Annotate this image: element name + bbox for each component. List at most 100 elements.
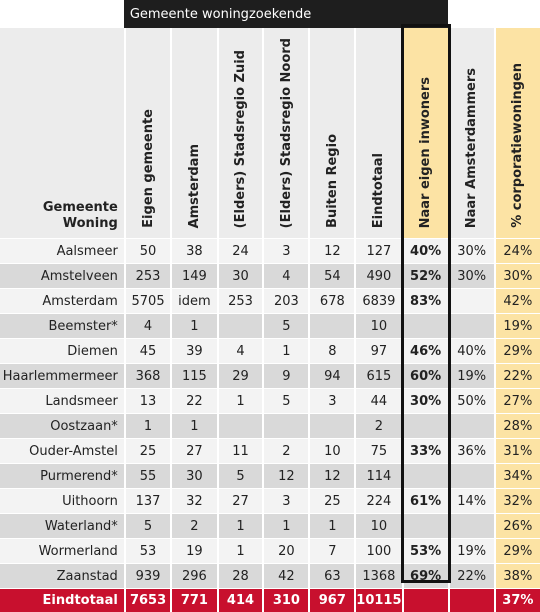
table-cell: 5 bbox=[216, 463, 263, 488]
total-cell bbox=[447, 588, 494, 612]
banner-spacer bbox=[0, 0, 124, 28]
table-cell: 50 bbox=[123, 238, 171, 263]
column-header: Naar eigen inwoners bbox=[401, 28, 448, 238]
table-cell bbox=[447, 413, 494, 438]
total-cell bbox=[401, 588, 448, 612]
table-cell: 69% bbox=[401, 563, 448, 588]
table-cell: 13 bbox=[123, 388, 171, 413]
table-cell: 83% bbox=[401, 288, 448, 313]
table-cell: 20 bbox=[262, 538, 309, 563]
table-cell: 26% bbox=[493, 513, 540, 538]
table-cell: 5 bbox=[123, 513, 171, 538]
table-cell: 46% bbox=[401, 338, 448, 363]
table-cell: 5705 bbox=[123, 288, 171, 313]
table-cell: 1 bbox=[262, 338, 309, 363]
table-cell: 368 bbox=[123, 363, 171, 388]
table-cell: 29 bbox=[216, 363, 263, 388]
table-cell bbox=[401, 463, 448, 488]
column-header-label: Eindtotaal bbox=[371, 152, 387, 228]
table-cell: 11 bbox=[216, 438, 263, 463]
table-cell: 33% bbox=[401, 438, 448, 463]
table-cell: 30% bbox=[401, 388, 448, 413]
table-cell: 61% bbox=[401, 488, 448, 513]
table-cell: 12 bbox=[308, 238, 355, 263]
table-cell: 1 bbox=[308, 513, 355, 538]
table-cell: 1368 bbox=[354, 563, 402, 588]
total-cell: 10115 bbox=[354, 588, 402, 612]
table-cell: 2 bbox=[170, 513, 217, 538]
table-cell: 2 bbox=[354, 413, 402, 438]
table-cell: 34% bbox=[493, 463, 540, 488]
table-cell: 40% bbox=[401, 238, 448, 263]
table-cell: 10 bbox=[354, 313, 402, 338]
column-header: Naar Amsterdammers bbox=[447, 28, 494, 238]
table-cell: 24% bbox=[493, 238, 540, 263]
table-cell: 29% bbox=[493, 338, 540, 363]
table-cell: 30% bbox=[447, 238, 494, 263]
table-cell: 253 bbox=[216, 288, 263, 313]
table-cell bbox=[447, 313, 494, 338]
table-cell: 100 bbox=[354, 538, 402, 563]
table-cell: 45 bbox=[123, 338, 171, 363]
table-cell: 22% bbox=[493, 363, 540, 388]
row-label: Zaanstad bbox=[0, 563, 124, 588]
table-row: Oostzaan* 1 1 2 28% bbox=[0, 413, 540, 438]
table-cell: 38% bbox=[493, 563, 540, 588]
table-row: Amsterdam 5705 idem 253 203 678 6839 83% 42% bbox=[0, 288, 540, 313]
table-cell: 14% bbox=[447, 488, 494, 513]
table-cell: 63 bbox=[308, 563, 355, 588]
table-cell: 1 bbox=[123, 413, 171, 438]
table-cell: 253 bbox=[123, 263, 171, 288]
total-cell: 7653 bbox=[123, 588, 171, 612]
column-header: (Elders) Stadsregio Noord bbox=[262, 28, 309, 238]
column-header: Buiten Regio bbox=[308, 28, 355, 238]
table-row: Aalsmeer 50 38 24 3 12 127 40% 30% 24% bbox=[0, 238, 540, 263]
table-row: Haarlemmermeer 368 115 29 9 94 615 60% 19% 22% bbox=[0, 363, 540, 388]
table-cell: 52% bbox=[401, 263, 448, 288]
table-cell: 42 bbox=[262, 563, 309, 588]
row-label: Amstelveen bbox=[0, 263, 124, 288]
table-cell: 3 bbox=[262, 488, 309, 513]
column-header: (Elders) Stadsregio Zuid bbox=[216, 28, 263, 238]
table-row: Wormerland 53 19 1 20 7 100 53% 19% 29% bbox=[0, 538, 540, 563]
table-cell: 97 bbox=[354, 338, 402, 363]
table-cell: 490 bbox=[354, 263, 402, 288]
table-cell: 32 bbox=[170, 488, 217, 513]
column-header: % corporatiewoningen bbox=[493, 28, 540, 238]
table-cell: 4 bbox=[123, 313, 171, 338]
table-cell bbox=[401, 413, 448, 438]
total-row: Eindtotaal 7653 771 414 310 967 10115 37% bbox=[0, 588, 540, 612]
column-header-label: Eigen gemeente bbox=[140, 109, 156, 228]
table-cell: 203 bbox=[262, 288, 309, 313]
table-cell bbox=[401, 513, 448, 538]
table-row: Waterland* 5 2 1 1 1 10 26% bbox=[0, 513, 540, 538]
column-header-label: (Elders) Stadsregio Zuid bbox=[232, 49, 248, 228]
table-cell: 27 bbox=[216, 488, 263, 513]
table-cell bbox=[216, 313, 263, 338]
table-cell: 1 bbox=[170, 413, 217, 438]
table-cell: 6839 bbox=[354, 288, 402, 313]
table-cell: 12 bbox=[262, 463, 309, 488]
table-cell bbox=[447, 463, 494, 488]
banner-title: Gemeente woningzoekende bbox=[123, 0, 448, 28]
table-row: Beemster* 4 1 5 10 19% bbox=[0, 313, 540, 338]
table-cell: 29% bbox=[493, 538, 540, 563]
table-cell bbox=[262, 413, 309, 438]
table-cell: 94 bbox=[308, 363, 355, 388]
table-cell: 32% bbox=[493, 488, 540, 513]
table-cell: 9 bbox=[262, 363, 309, 388]
table-cell: 678 bbox=[308, 288, 355, 313]
row-label: Ouder-Amstel bbox=[0, 438, 124, 463]
table-cell: 19 bbox=[170, 538, 217, 563]
table-cell bbox=[308, 413, 355, 438]
corner-label: Gemeente Woning bbox=[0, 28, 124, 238]
table-cell: 19% bbox=[447, 363, 494, 388]
row-label: Purmerend* bbox=[0, 463, 124, 488]
table-cell: 53 bbox=[123, 538, 171, 563]
column-header-label: Amsterdam bbox=[186, 143, 202, 228]
column-header-label: Naar eigen inwoners bbox=[418, 76, 434, 228]
table-cell: 296 bbox=[170, 563, 217, 588]
